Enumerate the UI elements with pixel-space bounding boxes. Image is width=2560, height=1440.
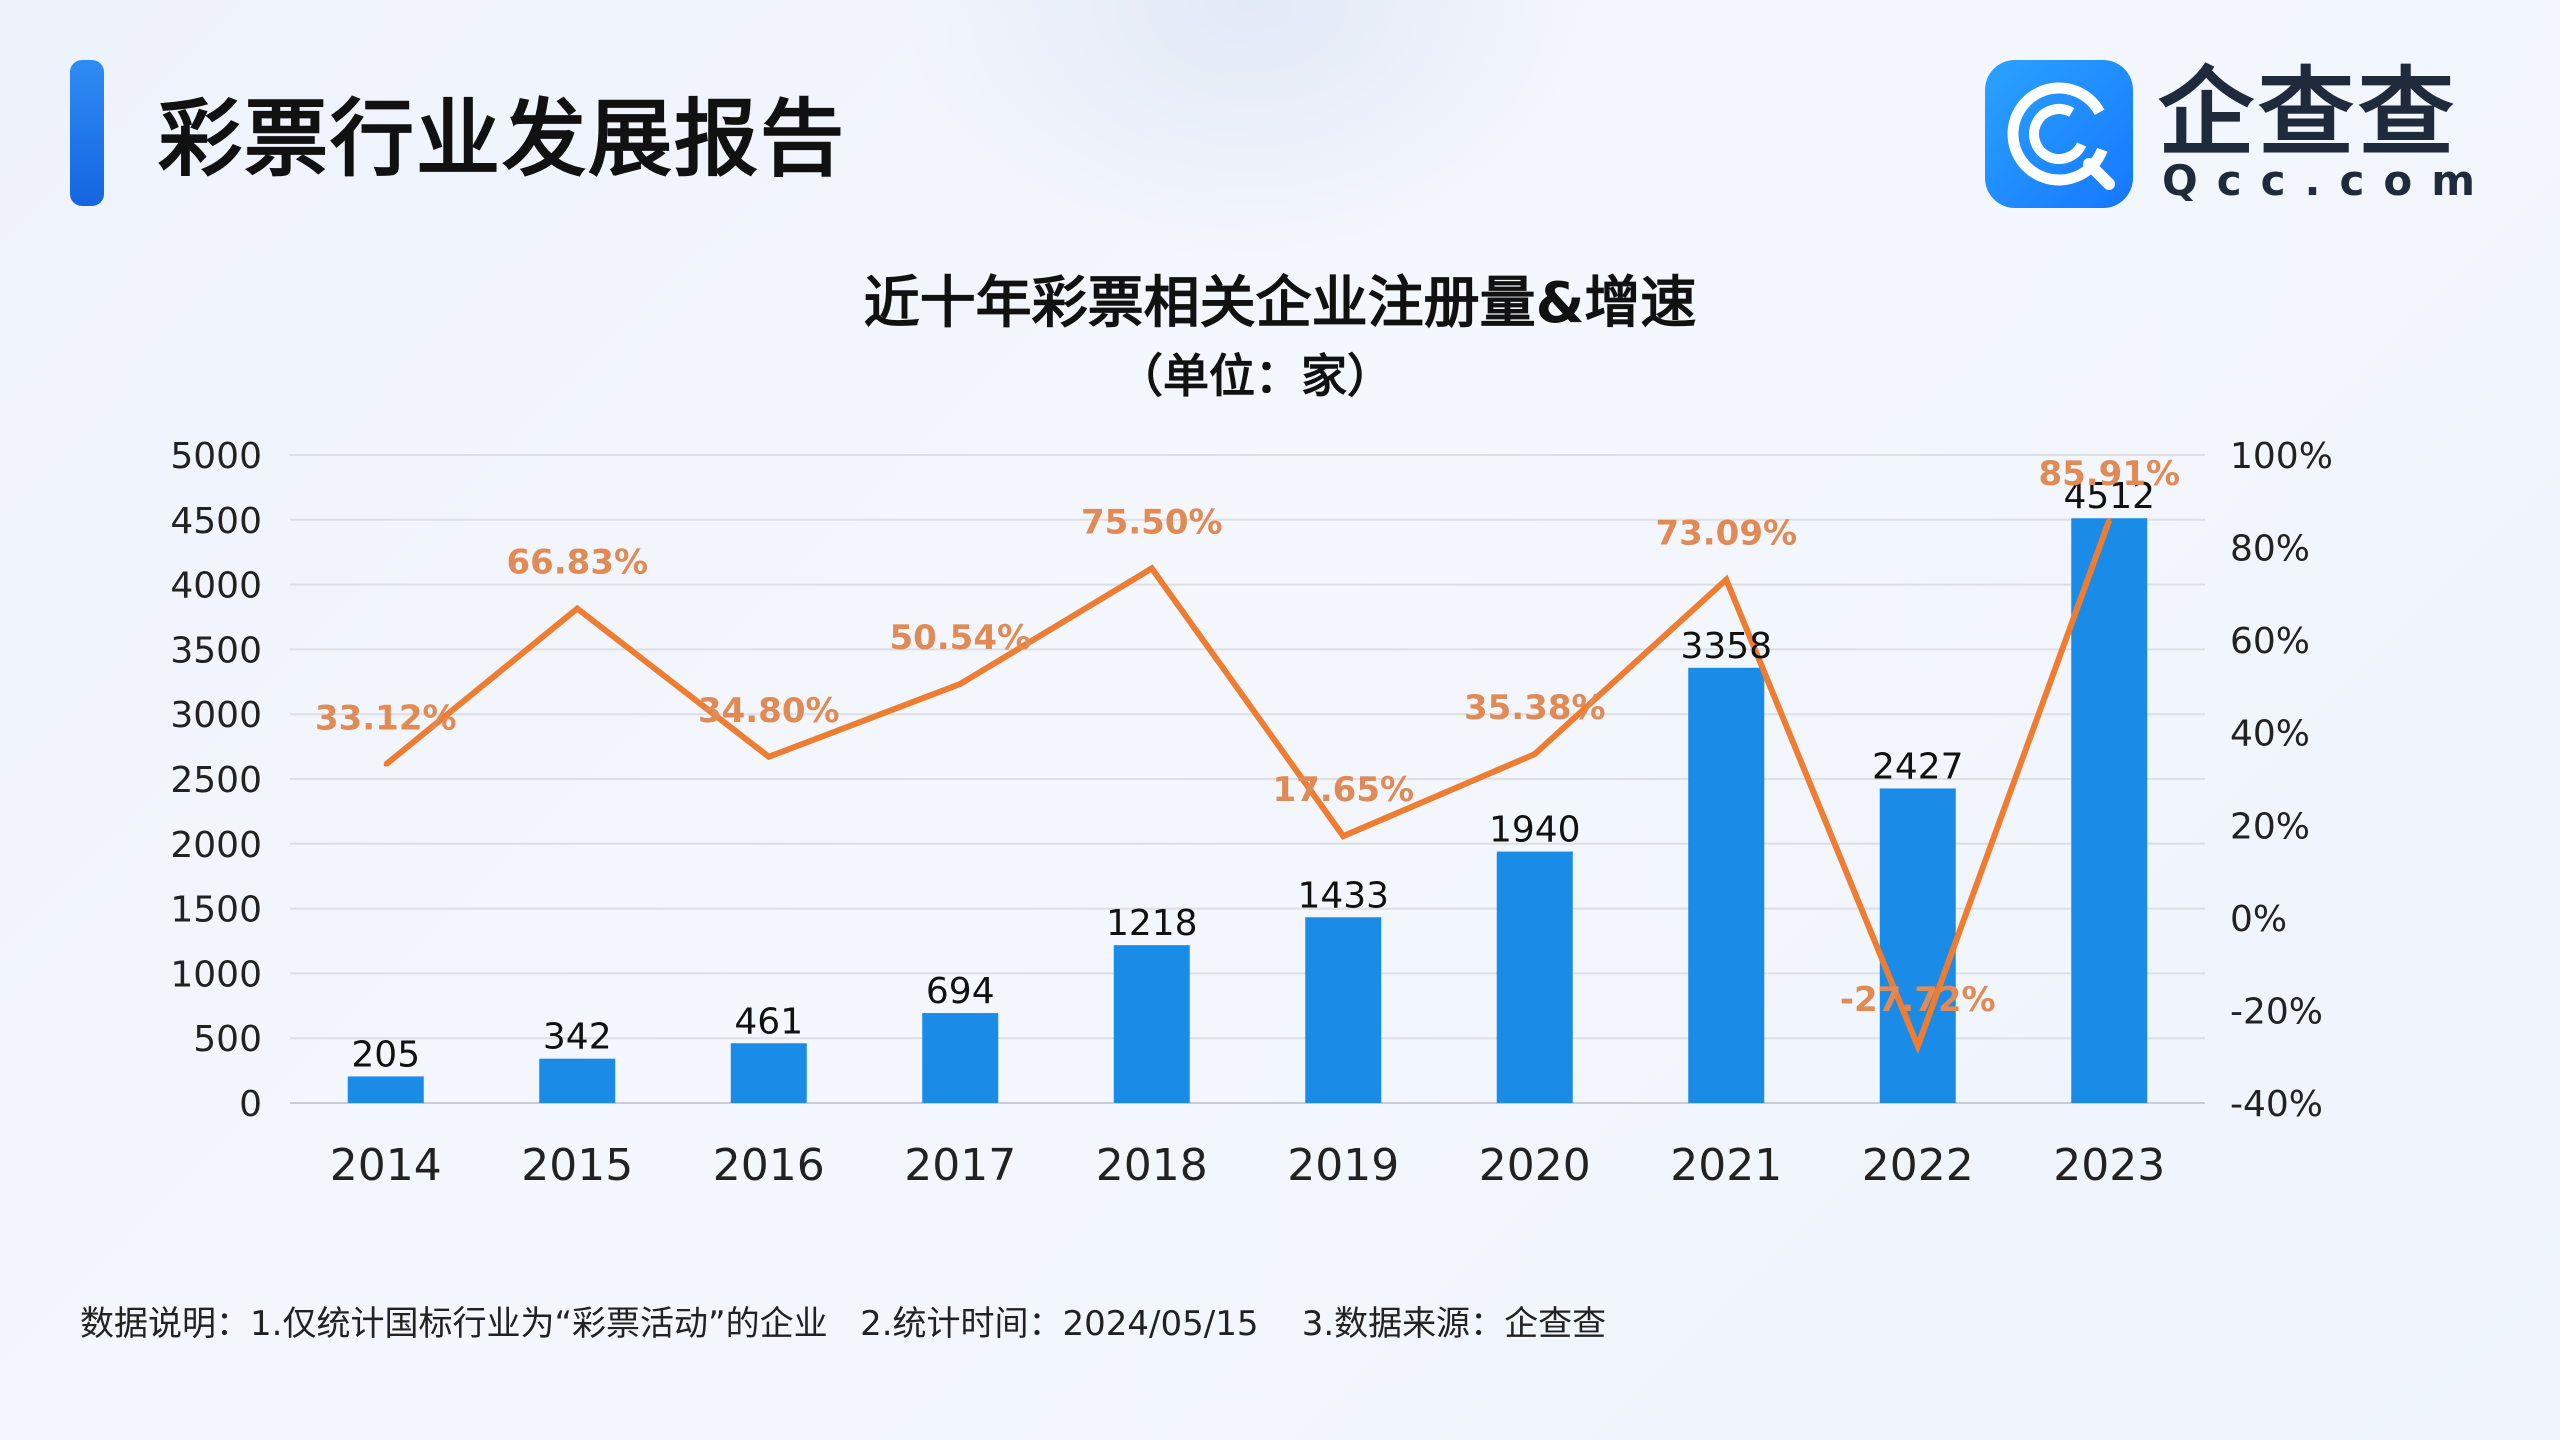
y-right-tick-label: 100%	[2230, 436, 2333, 477]
line-point	[1149, 566, 1154, 571]
x-tick-label: 2016	[713, 1140, 825, 1191]
x-tick-label: 2019	[1287, 1140, 1399, 1191]
bar	[730, 1043, 807, 1103]
line-point	[575, 606, 580, 611]
title-accent-bar	[70, 60, 104, 206]
x-tick-label: 2018	[1096, 1140, 1208, 1191]
y-right-tick-label: -20%	[2230, 991, 2323, 1032]
chart-subtitle: （单位：家）	[1117, 349, 1393, 403]
report-title: 彩票行业发展报告	[158, 90, 847, 188]
x-tick-label: 2021	[1670, 1140, 1782, 1191]
growth-rate-label: 73.09%	[1655, 514, 1797, 554]
bar-value-label: 694	[926, 971, 995, 1012]
bar	[1305, 917, 1382, 1103]
bar-series	[347, 518, 2148, 1103]
bar-value-label: 1218	[1106, 903, 1198, 944]
bar-value-label: 1940	[1489, 810, 1581, 851]
line-point	[1341, 834, 1346, 839]
x-tick-label: 2020	[1479, 1140, 1591, 1191]
x-tick-label: 2022	[1862, 1140, 1974, 1191]
growth-rate-label: 34.80%	[698, 691, 840, 731]
y-right-tick-label: 80%	[2230, 529, 2310, 570]
bar-value-label: 461	[734, 1001, 803, 1042]
y-left-tick-label: 1000	[170, 954, 262, 995]
bar	[1688, 667, 1765, 1103]
y-left-tick-label: 2500	[170, 760, 262, 801]
growth-rate-label: -27.72%	[1840, 980, 1996, 1020]
y-left-tick-label: 5000	[170, 436, 262, 477]
y-right-tick-label: 40%	[2230, 714, 2310, 755]
growth-rate-label: 50.54%	[889, 618, 1031, 658]
growth-rate-label: 35.38%	[1464, 688, 1606, 728]
bar	[539, 1058, 616, 1103]
growth-rate-label: 33.12%	[315, 699, 457, 739]
line-point	[766, 754, 771, 759]
bar	[2071, 518, 2148, 1103]
x-tick-label: 2017	[904, 1140, 1016, 1191]
growth-rate-label: 85.91%	[2038, 454, 2180, 494]
axes: 0 500 1000 1500 2000 2500 3000 3500 4000 4500 5000…	[170, 436, 2333, 1191]
footnote: 数据说明：1.仅统计国标行业为“彩票活动”的企业 2.统计时间：2024/05/…	[80, 1304, 1607, 1344]
chart-title: 近十年彩票相关企业注册量&增速	[864, 271, 1697, 336]
bar-value-label: 1433	[1297, 875, 1389, 916]
qcc-logo-icon	[1985, 60, 2133, 208]
growth-rate-label: 66.83%	[506, 543, 648, 583]
y-left-tick-label: 4000	[170, 566, 262, 607]
bar	[922, 1013, 999, 1103]
growth-line	[383, 519, 2113, 1055]
bar-value-label: 4512	[2063, 476, 2155, 517]
logo-name: 企查查	[2158, 57, 2458, 169]
line-point	[2107, 518, 2112, 523]
bar-value-label: 3358	[1680, 626, 1772, 667]
bar-value-label: 342	[543, 1017, 612, 1058]
y-left-tick-label: 2000	[170, 825, 262, 866]
logo-domain: Qcc.com	[2162, 156, 2494, 205]
y-left-tick-label: 0	[239, 1084, 262, 1125]
line-point	[383, 762, 388, 767]
bar	[1496, 851, 1573, 1103]
y-left-tick-label: 4500	[170, 501, 262, 542]
line-point	[1724, 577, 1729, 582]
bar	[1113, 945, 1190, 1103]
y-right-tick-label: 60%	[2230, 621, 2310, 662]
y-left-tick-label: 3500	[170, 630, 262, 671]
growth-line-series	[383, 518, 2113, 1055]
y-right-tick-label: 20%	[2230, 806, 2310, 847]
qcc-logo-mark	[2007, 82, 2115, 190]
line-point	[958, 681, 963, 686]
y-right-tick-label: 0%	[2230, 899, 2287, 940]
x-tick-label: 2023	[2053, 1140, 2165, 1191]
line-point	[1532, 752, 1537, 757]
x-tick-label: 2014	[330, 1140, 442, 1191]
y-left-tick-label: 500	[193, 1019, 262, 1060]
y-left-tick-label: 3000	[170, 695, 262, 736]
bar-value-label: 2427	[1872, 746, 1964, 787]
line-point	[1915, 1044, 1920, 1049]
x-tick-label: 2015	[521, 1140, 633, 1191]
y-left-tick-label: 1500	[170, 890, 262, 931]
growth-rate-label: 75.50%	[1081, 502, 1223, 542]
bar	[1879, 788, 1956, 1103]
bar-value-label: 205	[351, 1034, 420, 1075]
y-right-tick-label: -40%	[2230, 1084, 2323, 1125]
data-labels: 205 342 461 694 1218 1433 1940 3358 2427 4512 33.1…	[315, 454, 2180, 1075]
bar	[347, 1076, 424, 1103]
growth-rate-label: 17.65%	[1272, 770, 1414, 810]
